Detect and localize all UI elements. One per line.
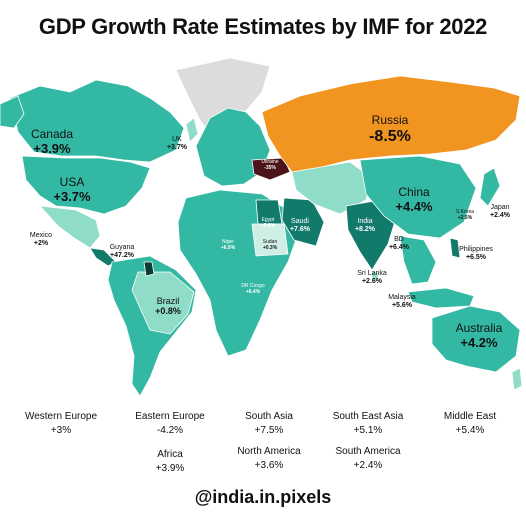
label-sudan: Sudan +0.3% xyxy=(262,239,278,251)
russia-shape xyxy=(261,75,521,173)
label-skorea: S.Korea +2.5% xyxy=(455,209,475,221)
label-canada: Canada +3.9% xyxy=(30,127,74,156)
label-brazil: Brazil +0.8% xyxy=(155,296,181,317)
label-india: India +8.2% xyxy=(354,218,376,234)
europe-shape xyxy=(195,107,271,187)
footer-handle: @india.in.pixels xyxy=(194,487,332,507)
uk-shape xyxy=(185,117,199,143)
world-map xyxy=(0,57,523,397)
region-north-america: North America +3.6% xyxy=(237,446,301,471)
sudan-shape xyxy=(251,223,289,257)
usa-shape xyxy=(21,155,151,215)
label-australia: Australia +4.2% xyxy=(455,321,503,350)
srilanka-shape xyxy=(371,271,379,281)
label-egypt: Egypt +5.9% xyxy=(260,217,276,229)
region-western-europe: Western Europe +3% xyxy=(24,411,98,436)
guyana-shape xyxy=(143,261,155,277)
mexico-shape xyxy=(38,205,101,249)
label-drcongo: DR Congo +6.4% xyxy=(241,283,265,295)
label-russia: Russia -8.5% xyxy=(369,113,411,145)
label-philippines: Philippines +6.5% xyxy=(459,246,493,262)
region-middle-east: Middle East +5.4% xyxy=(443,411,497,436)
japan-shape xyxy=(479,167,501,207)
china-shape xyxy=(359,155,477,239)
label-malaysia: Malaysia +5.6% xyxy=(388,294,416,310)
label-niger: Niger +6.9% xyxy=(220,239,236,251)
label-uk: UK +3.7% xyxy=(166,136,188,152)
label-mexico: Mexico +2% xyxy=(29,232,53,248)
label-srilanka: Sri Lanka +2.6% xyxy=(357,270,387,286)
region-eastern-europe: Eastern Europe -4.2% xyxy=(135,411,205,436)
ukraine-shape xyxy=(251,157,291,181)
region-south-east-asia: South East Asia +5.1% xyxy=(332,411,404,436)
page-title: GDP Growth Rate Estimates by IMF for 202… xyxy=(38,14,488,39)
se-asia-shape xyxy=(399,235,437,285)
region-south-america: South America +2.4% xyxy=(335,446,401,471)
philippines-shape xyxy=(449,237,461,259)
label-usa: USA +3.7% xyxy=(53,175,91,204)
brazil-shape xyxy=(131,271,195,335)
alaska-shape xyxy=(0,95,25,129)
label-guyana: Guyana +47.2% xyxy=(109,244,135,260)
canada-shape xyxy=(9,79,185,163)
new-zealand-shape xyxy=(511,367,523,391)
label-japan: Japan +2.4% xyxy=(489,204,511,220)
australia-shape xyxy=(431,305,521,373)
label-bd: BD +6.4% xyxy=(388,236,410,252)
label-china: China +4.4% xyxy=(395,185,433,214)
region-africa: Africa +3.9% xyxy=(155,449,185,474)
label-saudi: Saudi +7.6% xyxy=(289,218,311,234)
region-south-asia: South Asia +7.5% xyxy=(245,411,293,436)
label-ukraine: Ukraine -35% xyxy=(261,159,279,171)
